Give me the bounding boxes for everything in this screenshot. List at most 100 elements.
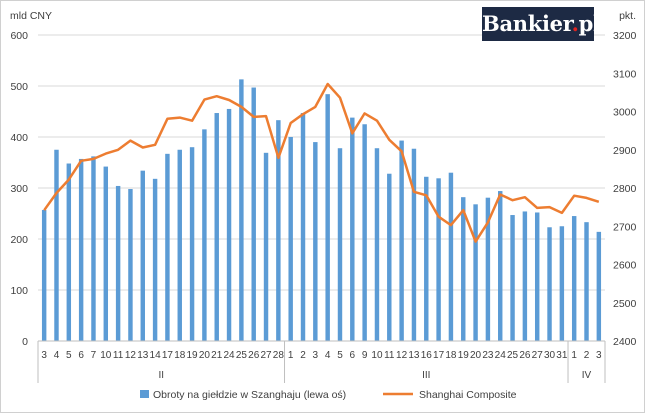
legend-bar-swatch — [140, 390, 149, 398]
bar — [91, 156, 96, 341]
bar — [115, 185, 121, 341]
left-tick-label: 500 — [10, 81, 28, 93]
bar — [263, 152, 269, 341]
bar — [534, 212, 540, 341]
bar — [226, 108, 232, 341]
bar — [300, 113, 306, 341]
month-labels: II III IV — [158, 370, 591, 381]
bar — [448, 172, 454, 341]
legend-bar-label: Obroty na giełdzie w Szanghaju (lewa oś) — [153, 389, 346, 401]
category-label: 30 — [544, 350, 556, 361]
category-label: 9 — [362, 350, 368, 361]
right-tick-label: 2800 — [613, 183, 637, 195]
shanghai-composite-line — [43, 82, 600, 243]
bar — [584, 222, 589, 341]
bar — [152, 178, 158, 341]
bar — [276, 120, 281, 341]
month-label: III — [422, 370, 430, 381]
bar — [547, 227, 552, 341]
category-label: 2 — [584, 350, 590, 361]
category-label: 1 — [288, 350, 294, 361]
category-label: 17 — [162, 350, 174, 361]
gridlines — [38, 34, 605, 291]
left-tick-label: 200 — [10, 234, 28, 246]
category-label: 26 — [248, 350, 260, 361]
bankier-logo: Bankier.pl — [482, 7, 601, 41]
category-labels: 3 4 5 6 7 10 11 12 13 14 17 18 19 20 21 24 25 26 27 28 1 2 3 4 5… — [41, 350, 602, 361]
left-tick-label: 300 — [10, 183, 28, 195]
category-label: 12 — [125, 350, 137, 361]
month-label: IV — [582, 370, 592, 381]
bar — [66, 163, 72, 341]
bar — [325, 94, 330, 341]
category-label: 25 — [507, 350, 519, 361]
bar — [313, 142, 318, 341]
category-label: 24 — [495, 350, 507, 361]
right-axis-ticks: 2400 2500 2600 2700 2800 2900 3000 3100 3200 — [613, 30, 637, 348]
bar — [559, 226, 565, 341]
category-label: 23 — [482, 350, 494, 361]
bar — [362, 124, 367, 341]
bar — [498, 191, 503, 341]
category-label: 7 — [91, 350, 97, 361]
category-label: 16 — [421, 350, 433, 361]
bar — [140, 170, 145, 341]
right-tick-label: 3100 — [613, 68, 637, 80]
month-label: II — [158, 370, 164, 381]
category-label: 1 — [571, 350, 577, 361]
bar-series — [41, 79, 602, 342]
bar — [522, 211, 528, 341]
brand-name: Bankier — [482, 11, 572, 36]
bar — [177, 149, 182, 341]
category-label: 12 — [396, 350, 408, 361]
bar — [374, 148, 380, 341]
bar — [424, 176, 429, 341]
right-tick-label: 2700 — [613, 221, 637, 233]
bar — [239, 79, 244, 342]
bar — [411, 148, 417, 341]
bar — [103, 166, 109, 341]
right-tick-label: 2600 — [613, 260, 637, 272]
bar — [510, 215, 515, 341]
left-tick-label: 100 — [10, 285, 28, 297]
category-label: 18 — [445, 350, 457, 361]
bar — [202, 129, 207, 341]
bar — [251, 87, 256, 341]
bar — [214, 113, 219, 341]
brand-tld: pl — [578, 11, 601, 36]
category-label: 5 — [337, 350, 343, 361]
category-label: 11 — [384, 350, 395, 361]
category-label: 3 — [596, 350, 602, 361]
left-axis-label: mld CNY — [10, 10, 52, 22]
category-label: 20 — [199, 350, 211, 361]
category-label: 14 — [150, 350, 162, 361]
category-label: 28 — [273, 350, 285, 361]
category-label: 4 — [325, 350, 331, 361]
bar — [596, 231, 602, 341]
bar — [54, 149, 59, 341]
category-label: 3 — [313, 350, 319, 361]
category-label: 26 — [519, 350, 531, 361]
right-tick-label: 3000 — [613, 107, 637, 119]
line-series — [43, 82, 600, 243]
category-label: 4 — [54, 350, 60, 361]
category-label: 6 — [350, 350, 356, 361]
legend-line-label: Shanghai Composite — [419, 389, 517, 401]
category-label: 20 — [470, 350, 482, 361]
category-label: 19 — [458, 350, 470, 361]
bar — [461, 197, 466, 341]
category-label: 6 — [78, 350, 84, 361]
left-tick-label: 400 — [10, 132, 28, 144]
category-label: 27 — [532, 350, 544, 361]
category-label: 25 — [236, 350, 248, 361]
right-axis-label: pkt. — [619, 10, 636, 22]
category-label: 31 — [556, 350, 568, 361]
brand-dot: . — [571, 11, 579, 36]
left-tick-label: 0 — [22, 336, 28, 348]
category-label: 10 — [371, 350, 383, 361]
bar — [165, 153, 170, 341]
bar — [571, 216, 577, 341]
bar — [337, 148, 343, 341]
